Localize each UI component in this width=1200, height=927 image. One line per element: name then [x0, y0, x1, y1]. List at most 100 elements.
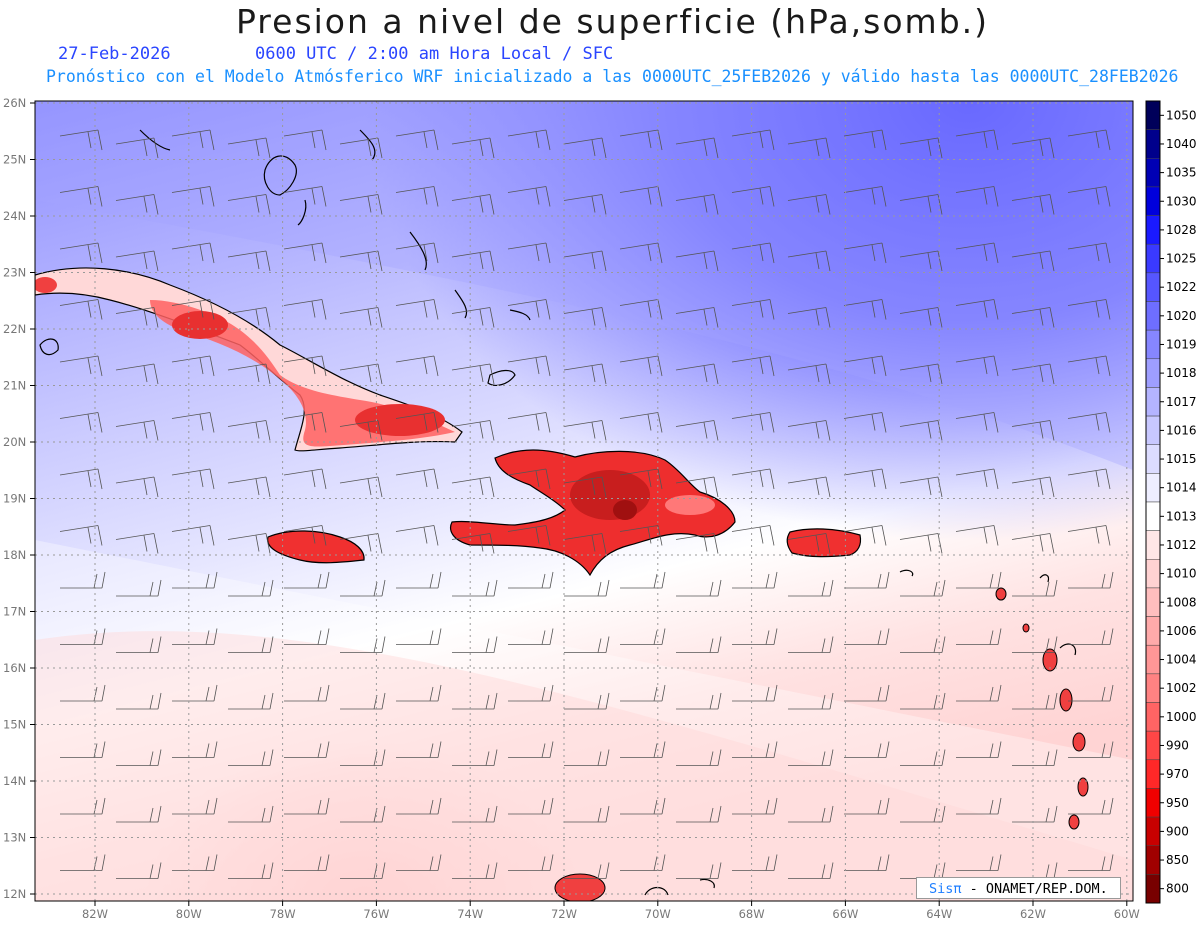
wind-barb — [451, 307, 495, 328]
wind-barb — [788, 805, 834, 823]
wind-barb — [620, 571, 666, 589]
wind-barb — [731, 412, 775, 433]
wind-barb — [228, 636, 274, 653]
wind-barb — [844, 684, 890, 702]
pressure-field — [35, 101, 1133, 901]
wind-barb — [619, 468, 663, 490]
pressure-colorbar: 1050 1040 1035 1030 1028 1025 1022 1020 1019 1018… — [1145, 100, 1197, 904]
colorbar-swatch — [1145, 387, 1161, 417]
wind-barb — [172, 628, 218, 645]
wind-barb — [283, 299, 327, 320]
colorbar-swatch — [1145, 358, 1161, 388]
wind-barb — [452, 692, 498, 710]
wind-barbs — [59, 129, 1114, 879]
colorbar-label: 970 — [1166, 767, 1189, 781]
colorbar-label: 1014 — [1166, 481, 1197, 495]
wind-barb — [339, 250, 383, 272]
wind-barb — [1011, 137, 1055, 159]
wind-barb — [1068, 797, 1114, 815]
wind-barb — [339, 533, 383, 554]
wind-barb — [396, 797, 442, 815]
wind-barb — [563, 476, 607, 498]
colorbar-label: 1050 — [1166, 108, 1197, 122]
lon-label: 72W — [551, 907, 577, 921]
colorbar-label: 1025 — [1166, 252, 1197, 266]
wind-barb — [396, 571, 442, 589]
lon-label: 64W — [926, 907, 952, 921]
wind-barb — [339, 194, 383, 215]
credit-box: Sisπ - ONAMET/REP.DOM. — [916, 877, 1121, 899]
wind-barb — [340, 692, 386, 710]
wind-barb — [508, 797, 554, 815]
model-description: Pronóstico con el Modelo Atmósferico WRF… — [46, 67, 1179, 86]
wind-barb — [899, 476, 943, 498]
wind-barb — [843, 412, 887, 433]
wind-barb — [283, 129, 327, 151]
wind-barb — [339, 307, 383, 328]
wind-barb — [843, 242, 887, 264]
wind-barb — [1067, 186, 1111, 207]
wind-barb — [843, 129, 887, 151]
colorbar-label: 1010 — [1166, 567, 1197, 581]
wind-barb — [451, 420, 495, 441]
wind-barb — [396, 628, 442, 645]
forecast-time: 0600 UTC / 2:00 am Hora Local / SFC — [255, 44, 614, 64]
wind-barb — [676, 692, 722, 710]
wind-barb — [1011, 363, 1055, 385]
wind-barb — [228, 749, 274, 766]
wind-barb — [620, 628, 666, 645]
wind-barb — [283, 242, 327, 264]
wind-barb — [619, 299, 663, 320]
cuba-island — [35, 267, 463, 452]
lat-label: 19N — [3, 492, 26, 506]
wind-barb — [676, 805, 722, 823]
wind-barb — [844, 628, 890, 645]
colorbar-swatch — [1145, 415, 1161, 445]
lat-label: 15N — [3, 718, 26, 732]
colorbar-swatch — [1145, 215, 1161, 245]
wind-barb — [451, 250, 495, 272]
wind-barb — [620, 854, 666, 871]
lesser-antilles — [554, 587, 1089, 901]
wind-barb — [284, 741, 330, 758]
lat-label: 13N — [3, 831, 26, 845]
wind-barb — [1067, 129, 1111, 151]
colorbar-label: 1030 — [1166, 194, 1197, 208]
wind-barb — [60, 797, 106, 815]
wind-barb — [171, 186, 215, 207]
wind-barb — [564, 579, 610, 597]
colorbar-label: 800 — [1166, 882, 1189, 896]
colorbar-frame — [1145, 100, 1161, 904]
colorbar-swatch — [1145, 874, 1161, 904]
wind-barb — [675, 307, 719, 328]
colorbar-label: 1017 — [1166, 395, 1197, 409]
lat-label: 18N — [3, 548, 26, 562]
lon-label: 68W — [739, 907, 765, 921]
wind-barb — [452, 862, 498, 879]
lon-label: 78W — [270, 907, 296, 921]
wind-barb — [732, 684, 778, 702]
wind-barb — [1067, 525, 1111, 546]
wind-barb — [619, 412, 663, 433]
wind-barb — [395, 468, 439, 490]
wind-barb — [395, 299, 439, 320]
wind-barb — [284, 684, 330, 702]
wind-barb — [452, 749, 498, 766]
lat-label: 23N — [3, 266, 26, 280]
colorbar-label: 1004 — [1166, 653, 1197, 667]
lat-label: 21N — [3, 379, 26, 393]
colorbar-swatch — [1145, 158, 1161, 188]
wind-barb — [1067, 299, 1111, 320]
wind-barb — [508, 571, 554, 589]
wind-barb — [843, 525, 887, 546]
colorbar-label: 990 — [1166, 738, 1189, 752]
wind-barb — [115, 476, 159, 498]
credit-text: - ONAMET/REP.DOM. — [961, 881, 1108, 897]
colorbar-label: 1008 — [1166, 595, 1197, 609]
colorbar-swatch — [1145, 444, 1161, 474]
colorbar-label: 1019 — [1166, 337, 1197, 351]
wind-barb — [171, 412, 215, 433]
wind-barb — [340, 862, 386, 879]
wind-barb — [787, 194, 831, 215]
wind-barb — [59, 412, 103, 433]
